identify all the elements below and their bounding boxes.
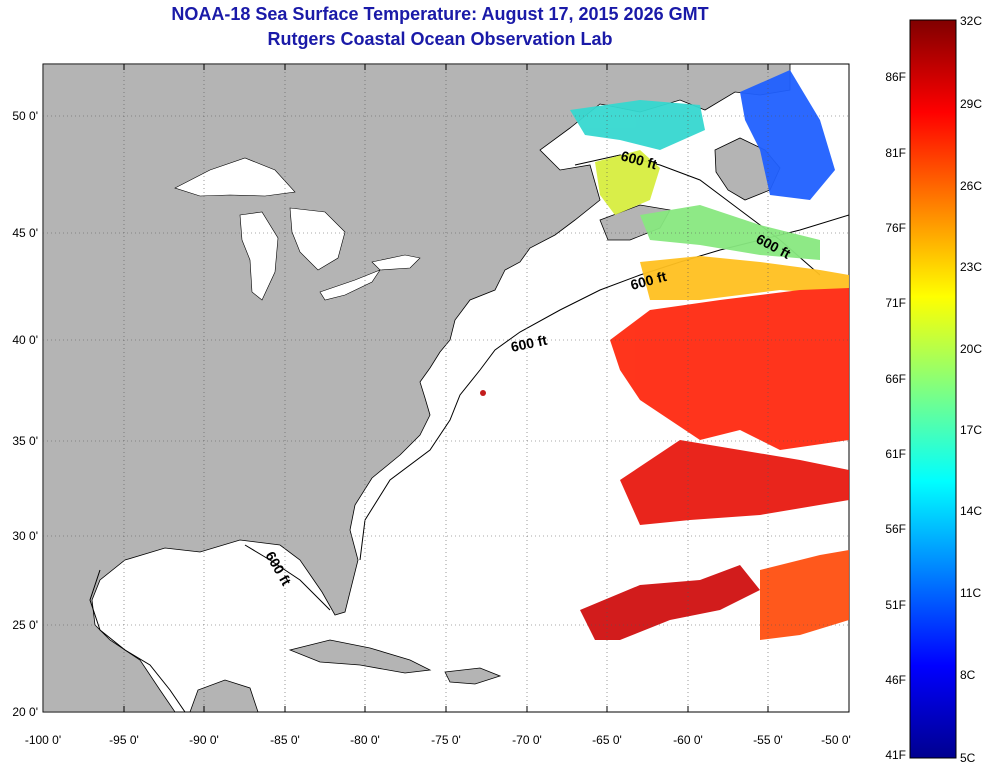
sst-gulf-stream xyxy=(610,288,849,450)
lat-tick-label: 45 0' xyxy=(12,226,38,240)
map-subtitle: Rutgers Coastal Ocean Observation Lab xyxy=(267,29,613,49)
lon-tick-label: -55 0' xyxy=(753,733,783,747)
lon-tick-label: -95 0' xyxy=(109,733,139,747)
colorbar-celsius-label: 23C xyxy=(960,260,982,274)
colorbar-fahrenheit-label: 46F xyxy=(885,673,906,687)
lat-tick-label: 30 0' xyxy=(12,529,38,543)
colorbar-celsius-label: 17C xyxy=(960,423,982,437)
colorbar-fahrenheit-label: 76F xyxy=(885,221,906,235)
colorbar-celsius-label: 11C xyxy=(960,586,981,600)
map-grid xyxy=(43,64,849,712)
lat-tick-label: 40 0' xyxy=(12,333,38,347)
sst-cool-water-north xyxy=(570,100,705,150)
colorbar-celsius-label: 8C xyxy=(960,668,976,682)
contour-600ft-florida xyxy=(244,544,331,611)
colorbar-celsius-label: 32C xyxy=(960,14,982,28)
lake-erie-ontario xyxy=(319,254,421,301)
contour-label: 600 ft xyxy=(509,332,548,355)
sst-southeast-patch xyxy=(760,550,849,640)
cuba-land xyxy=(288,639,432,674)
map-title: NOAA-18 Sea Surface Temperature: August … xyxy=(171,4,709,24)
sst-isolated-pixel xyxy=(480,390,486,396)
lon-tick-label: -50 0' xyxy=(821,733,851,747)
colorbar-celsius-label: 14C xyxy=(960,504,982,518)
colorbar-fahrenheit-label: 51F xyxy=(885,598,906,612)
sst-slope-yellow xyxy=(640,256,849,300)
lon-tick-label: -80 0' xyxy=(350,733,380,747)
sst-south-patch xyxy=(580,565,760,640)
lat-tick-label: 35 0' xyxy=(12,434,38,448)
colorbar-celsius-label: 5C xyxy=(960,751,976,765)
contour-600ft-gulf xyxy=(89,569,186,712)
colorbar-fahrenheit-label: 86F xyxy=(885,70,906,84)
lat-tick-label: 50 0' xyxy=(12,109,38,123)
sst-overlay xyxy=(480,70,849,640)
colorbar-celsius-label: 29C xyxy=(960,97,982,111)
sst-labrador-cold xyxy=(740,70,835,200)
lat-tick-label: 20 0' xyxy=(12,705,38,719)
yucatan-land xyxy=(189,679,259,712)
sst-shelf-green xyxy=(640,205,820,260)
lon-tick-label: -100 0' xyxy=(25,733,61,747)
colorbar-fahrenheit-label: 81F xyxy=(885,146,906,160)
colorbar-fahrenheit-label: 66F xyxy=(885,372,906,386)
lon-tick-label: -90 0' xyxy=(189,733,219,747)
colorbar-fahrenheit-label: 41F xyxy=(885,748,906,762)
lon-tick-label: -85 0' xyxy=(270,733,300,747)
frame-ticks xyxy=(123,64,769,712)
lon-tick-label: -60 0' xyxy=(673,733,703,747)
colorbar-fahrenheit-label: 61F xyxy=(885,447,906,461)
colorbar-celsius-label: 20C xyxy=(960,342,982,356)
lat-tick-label: 25 0' xyxy=(12,618,38,632)
temperature-colorbar xyxy=(909,19,957,759)
sst-sargasso xyxy=(620,440,849,525)
lon-tick-label: -70 0' xyxy=(512,733,542,747)
lon-tick-label: -65 0' xyxy=(592,733,622,747)
lon-tick-label: -75 0' xyxy=(431,733,461,747)
colorbar-fahrenheit-label: 71F xyxy=(885,296,906,310)
hispaniola-land xyxy=(444,667,502,685)
colorbar-celsius-label: 26C xyxy=(960,179,982,193)
lake-superior xyxy=(174,157,296,197)
sst-gulf-st-lawrence xyxy=(595,150,660,215)
lake-michigan-huron xyxy=(239,207,346,301)
colorbar-fahrenheit-label: 56F xyxy=(885,522,906,536)
